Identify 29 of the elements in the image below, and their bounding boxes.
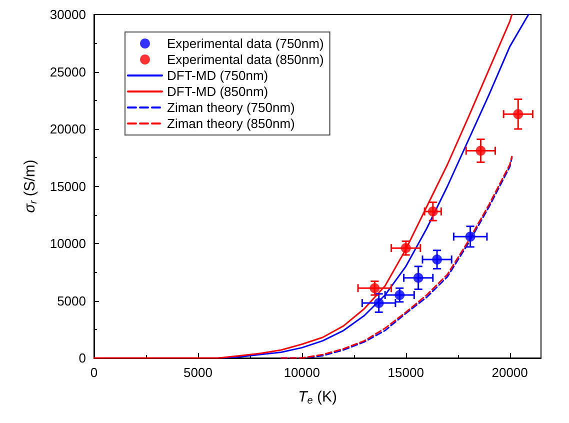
point <box>428 206 438 216</box>
point <box>476 146 486 156</box>
y-tick-label: 10000 <box>50 236 86 251</box>
point <box>413 272 424 283</box>
point <box>370 283 380 294</box>
x-tick-label: 20000 <box>492 365 528 380</box>
x-tick-label: 0 <box>90 365 98 380</box>
y-tick-label: 0 <box>78 350 86 366</box>
legend-label: Ziman theory (750nm) <box>167 100 295 115</box>
point <box>400 243 411 254</box>
y-tick-label: 25000 <box>50 64 86 80</box>
legend-label: Ziman theory (850nm) <box>167 116 295 131</box>
legend-label: DFT-MD (750nm) <box>167 68 268 83</box>
point <box>465 232 476 242</box>
x-tick-label: 15000 <box>388 365 424 380</box>
y-tick-label: 5000 <box>57 293 86 308</box>
point <box>432 254 442 265</box>
y-tick-label: 30000 <box>50 7 86 22</box>
point <box>374 298 384 308</box>
legend-label: DFT-MD (850nm) <box>167 84 268 99</box>
x-tick-label: 5000 <box>183 365 212 380</box>
legend-label: Experimental data (750nm) <box>167 36 324 51</box>
x-tick-label: 10000 <box>284 365 320 380</box>
y-tick-label: 20000 <box>50 122 86 136</box>
y-axis-title: σr (S/m) <box>21 160 40 213</box>
y-tick-label: 15000 <box>50 178 86 194</box>
legend-label: Experimental data (850nm) <box>167 52 324 67</box>
point <box>394 290 405 300</box>
point <box>513 109 524 120</box>
